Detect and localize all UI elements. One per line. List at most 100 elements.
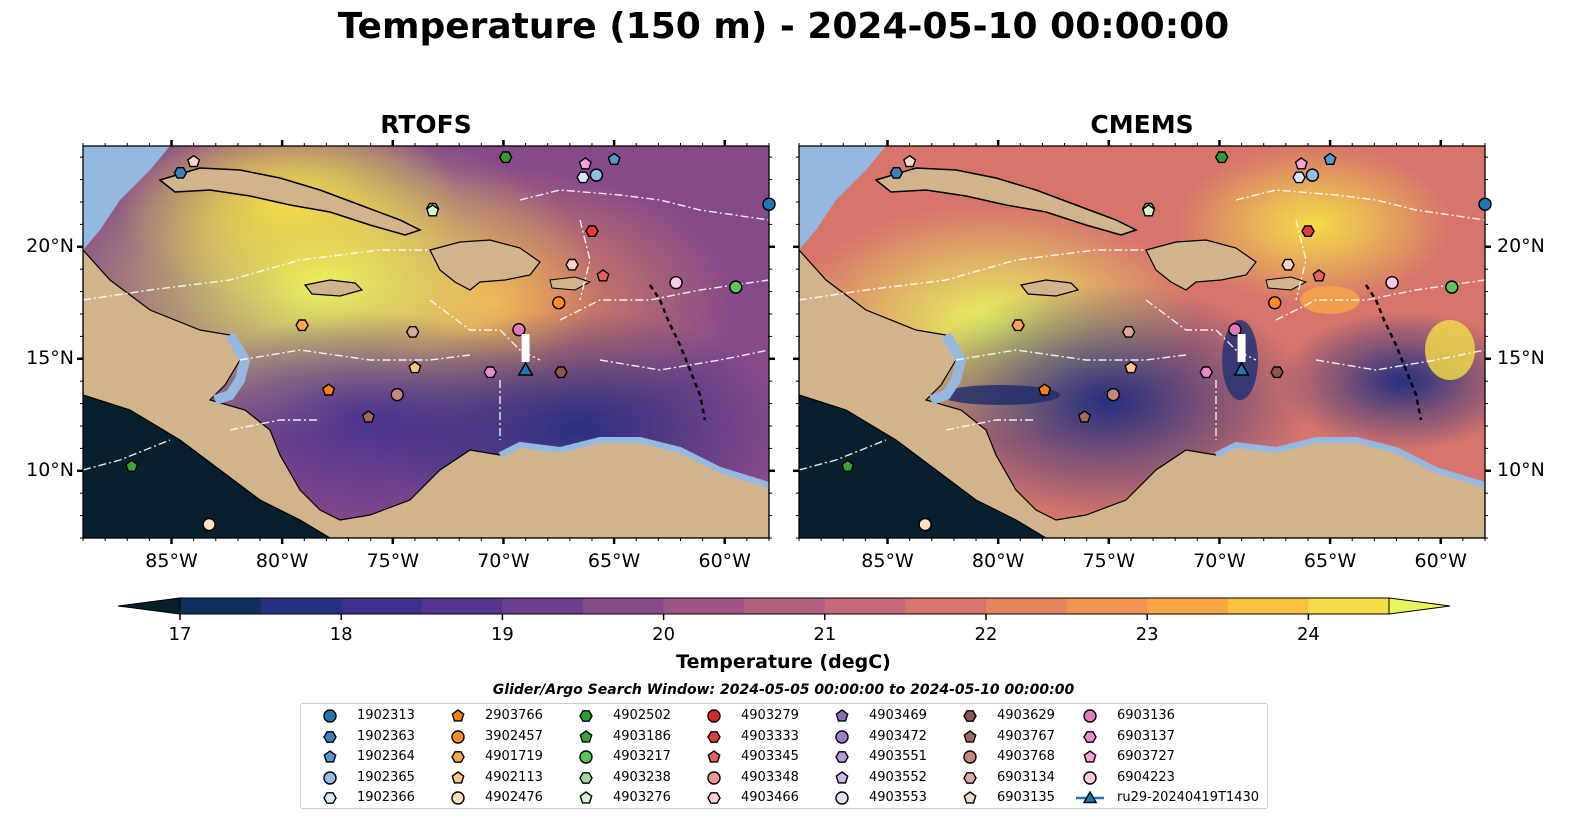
legend-marker: [1083, 770, 1097, 785]
lon-tick-label: 70°W: [477, 550, 530, 572]
float-marker-4903466: [1281, 258, 1295, 271]
lat-tick-label: 15°N: [1497, 346, 1545, 369]
float-marker-1902363: [889, 166, 904, 179]
legend-marker: [707, 730, 721, 743]
legend-marker: [579, 750, 593, 764]
legend-item: 1902363: [313, 727, 493, 747]
glider-marker: [517, 361, 534, 376]
legend-item: 6903134: [953, 768, 1133, 788]
float-marker-2903766: [322, 383, 336, 396]
legend-marker-icon: [835, 729, 849, 744]
legend-marker-icon: [707, 792, 721, 804]
colorbar-segment: [421, 598, 503, 614]
glider-track: [1237, 334, 1246, 362]
legend-label: 6903137: [1117, 728, 1175, 744]
legend-label: 4903345: [741, 749, 799, 764]
float-marker-1902365: [589, 168, 604, 182]
legend-marker-icon: [451, 709, 465, 722]
float-marker-4903276: [1142, 204, 1156, 217]
legend-item: 4903629: [953, 706, 1133, 726]
legend-item: 4903469: [825, 706, 1005, 726]
float-marker-3902457: [552, 296, 566, 310]
legend-item: 1902366: [313, 788, 493, 808]
legend-item: 4903276: [569, 788, 749, 808]
legend-item: 4903345: [697, 747, 877, 767]
legend-marker-icon: [451, 729, 465, 744]
legend-marker: [963, 791, 977, 804]
colorbar-tick-label: 21: [813, 624, 837, 645]
float-marker-6903137: [483, 366, 498, 379]
lat-tick-label: 15°N: [26, 346, 74, 369]
float-marker-4903466: [565, 258, 579, 271]
float-marker-4903629: [554, 366, 568, 379]
legend-label: 6904223: [1117, 769, 1175, 785]
legend-item: 4903767: [953, 727, 1133, 747]
lon-tick-label: 60°W: [1414, 550, 1467, 572]
legend-item: 4903279: [697, 706, 877, 726]
cmems-panel-title: CMEMS: [1090, 110, 1194, 139]
colorbar-label: Temperature (degC): [676, 651, 891, 673]
lat-tick-label: 20°N: [26, 234, 74, 257]
legend-item: 3902457: [441, 727, 621, 747]
legend-marker: [1083, 750, 1097, 763]
legend-marker-icon: [579, 791, 593, 804]
legend-marker: [579, 791, 593, 804]
legend-item: ru29-20240419T1430: [1073, 788, 1259, 808]
colorbar-tick-label: 22: [974, 624, 998, 645]
legend-marker-icon: [707, 709, 721, 723]
legend-item: 2903766: [441, 706, 621, 726]
legend-label: 4903333: [741, 728, 799, 744]
float-marker-4903186: [125, 459, 139, 472]
legend-marker: [1082, 790, 1098, 804]
legend-marker: [323, 750, 337, 763]
legend-label: 4903472: [869, 728, 927, 744]
float-marker-4902476: [202, 517, 216, 532]
legend-marker: [451, 729, 465, 744]
legend-marker-icon: [963, 710, 977, 722]
colorbar-segment: [986, 598, 1068, 614]
float-marker-4902502: [1214, 151, 1229, 164]
legend-marker: [835, 751, 849, 763]
legend-label: 6903727: [1117, 749, 1175, 764]
lon-tick-label: 85°W: [861, 550, 914, 572]
legend-item: 1902364: [313, 747, 493, 767]
legend-label: 1902364: [357, 749, 415, 764]
legend-label: 4903551: [869, 749, 927, 764]
legend-marker: [451, 709, 465, 722]
float-marker-1902365: [1305, 168, 1320, 182]
legend-item: 1902365: [313, 768, 493, 788]
float-marker-6904223: [669, 275, 683, 290]
legend-label: 6903136: [1117, 708, 1175, 723]
colorbar-segment: [260, 598, 342, 614]
legend-item: 4902502: [569, 706, 749, 726]
legend-label: 4903466: [741, 790, 799, 805]
float-marker-4903768: [390, 387, 404, 402]
lon-tick-label: 75°W: [366, 550, 420, 572]
legend-item: 6903727: [1073, 747, 1253, 767]
legend-label: 4901719: [485, 749, 543, 764]
rtofs-map: [83, 146, 769, 538]
float-marker-4903217: [729, 280, 743, 294]
float-marker-4901719: [295, 319, 309, 332]
legend-marker-icon: [963, 791, 977, 804]
colorbar-segment: [1308, 598, 1390, 614]
float-marker-4903276: [426, 204, 440, 217]
legend-marker: [835, 729, 849, 744]
float-markers: [125, 151, 1492, 532]
colorbar-tick-label: 20: [652, 624, 676, 645]
legend-marker: [835, 709, 849, 722]
legend-label: 2903766: [485, 708, 543, 723]
legend-marker: [963, 750, 977, 764]
float-marker-6903727: [1294, 157, 1308, 170]
colorbar-segment: [824, 598, 906, 614]
legend-marker-icon: [707, 730, 721, 743]
lon-tick-label: 70°W: [1193, 550, 1246, 572]
legend-item: 4903551: [825, 747, 1005, 767]
legend-item: 4902476: [441, 788, 621, 808]
float-marker-4903217: [1445, 280, 1459, 294]
float-marker-1902364: [1323, 152, 1337, 166]
colorbar-tick-label: 18: [329, 624, 353, 645]
colorbar-segment: [744, 598, 826, 614]
legend-marker: [579, 771, 593, 784]
